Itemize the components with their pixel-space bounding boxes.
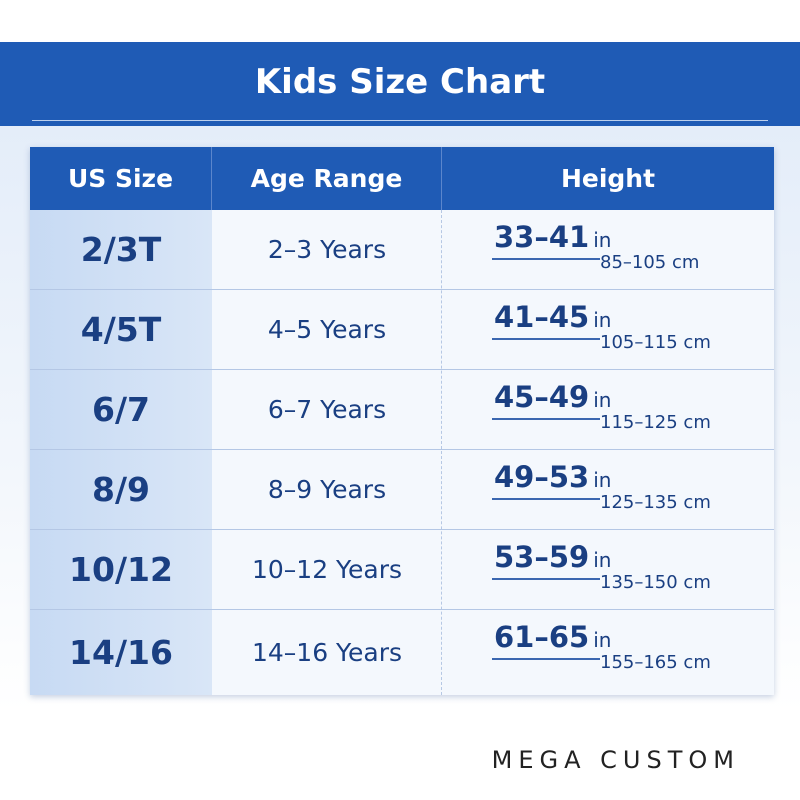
height-underline [492, 498, 600, 500]
row-size: 14/16 [69, 633, 173, 672]
table-row: 8/9 8–9 Years 49–53 in 125–135 cm [30, 450, 774, 530]
table-body: 2/3T 2–3 Years 33–41 in 85–105 cm 4/5T 4–… [30, 210, 774, 695]
height-inches-value: 61–65 [494, 620, 590, 654]
row-size: 8/9 [92, 470, 150, 509]
table-row: 4/5T 4–5 Years 41–45 in 105–115 cm [30, 290, 774, 370]
header-us-size: US Size [30, 147, 212, 210]
height-inches: 45–49 in [494, 380, 611, 414]
column-divider [441, 210, 442, 695]
row-size: 10/12 [69, 550, 173, 589]
height-underline [492, 258, 600, 260]
height-underline [492, 338, 600, 340]
row-height: 33–41 in 85–105 cm [442, 210, 774, 289]
size-table: US Size Age Range Height 2/3T 2–3 Years … [30, 147, 774, 695]
row-age: 6–7 Years [267, 395, 387, 424]
row-age: 2–3 Years [267, 235, 387, 264]
row-size: 4/5T [80, 310, 162, 349]
height-underline [492, 418, 600, 420]
height-inches: 61–65 in [494, 620, 611, 654]
row-height: 41–45 in 105–115 cm [442, 290, 774, 369]
table-row: 14/16 14–16 Years 61–65 in 155–165 cm [30, 610, 774, 695]
row-size: 2/3T [80, 230, 162, 269]
table-row: 6/7 6–7 Years 45–49 in 115–125 cm [30, 370, 774, 450]
height-centimeters: 115–125 cm [600, 412, 711, 433]
height-inches-unit: in [593, 228, 612, 252]
row-age: 4–5 Years [267, 315, 387, 344]
height-centimeters: 155–165 cm [600, 652, 711, 673]
row-size: 6/7 [92, 390, 150, 429]
height-centimeters: 105–115 cm [600, 332, 711, 353]
height-inches: 41–45 in [494, 300, 611, 334]
brand-wordmark: MEGA CUSTOM [491, 746, 740, 774]
height-inches-value: 45–49 [494, 380, 590, 414]
height-inches-unit: in [593, 388, 612, 412]
height-inches-value: 53–59 [494, 540, 590, 574]
banner-divider [32, 120, 768, 121]
height-inches-unit: in [593, 308, 612, 332]
page-title: Kids Size Chart [254, 62, 546, 102]
height-centimeters: 85–105 cm [600, 252, 700, 273]
row-height: 45–49 in 115–125 cm [442, 370, 774, 449]
height-inches-value: 33–41 [494, 220, 590, 254]
table-row: 10/12 10–12 Years 53–59 in 135–150 cm [30, 530, 774, 610]
title-banner: Kids Size Chart [0, 42, 800, 126]
row-age: 14–16 Years [251, 638, 403, 667]
height-inches: 33–41 in [494, 220, 611, 254]
header-age-range: Age Range [212, 147, 442, 210]
size-column-shade [30, 210, 212, 695]
table-header: US Size Age Range Height [30, 147, 774, 210]
row-height: 61–65 in 155–165 cm [442, 610, 774, 695]
height-inches-value: 49–53 [494, 460, 590, 494]
height-centimeters: 135–150 cm [600, 572, 711, 593]
height-inches: 53–59 in [494, 540, 611, 574]
height-inches: 49–53 in [494, 460, 611, 494]
height-inches-unit: in [593, 468, 612, 492]
height-centimeters: 125–135 cm [600, 492, 711, 513]
row-age: 10–12 Years [251, 555, 403, 584]
height-underline [492, 578, 600, 580]
height-inches-value: 41–45 [494, 300, 590, 334]
height-underline [492, 658, 600, 660]
row-height: 53–59 in 135–150 cm [442, 530, 774, 609]
height-inches-unit: in [593, 628, 612, 652]
row-age: 8–9 Years [267, 475, 387, 504]
header-height: Height [560, 164, 656, 193]
height-inches-unit: in [593, 548, 612, 572]
table-row: 2/3T 2–3 Years 33–41 in 85–105 cm [30, 210, 774, 290]
row-height: 49–53 in 125–135 cm [442, 450, 774, 529]
